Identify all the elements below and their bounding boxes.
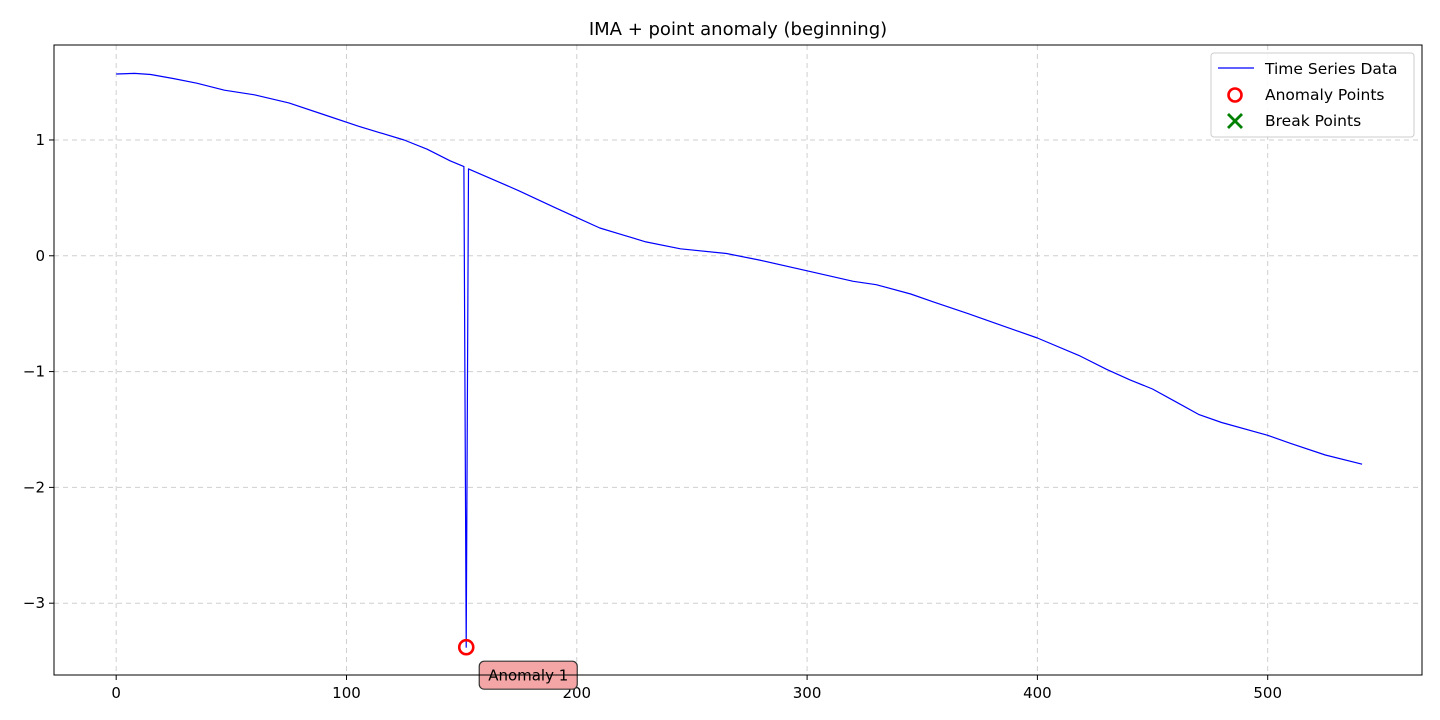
x-tick-label: 0 xyxy=(111,684,121,702)
x-tick-label: 500 xyxy=(1253,684,1282,702)
series-line xyxy=(116,72,1363,648)
x-tick-label: 400 xyxy=(1023,684,1052,702)
legend-box xyxy=(1210,52,1415,138)
legend-circle-swatch xyxy=(1227,87,1243,103)
series-group xyxy=(116,72,1363,648)
x-tick-label: 300 xyxy=(793,684,822,702)
legend-label: Time Series Data xyxy=(1264,60,1397,78)
anomaly-group: Anomaly 1 xyxy=(457,638,578,690)
anomaly-point xyxy=(457,638,475,656)
chart-title: IMA + point anomaly (beginning) xyxy=(589,19,887,40)
legend-label: Anomaly Points xyxy=(1265,86,1384,104)
x-tick-label: 100 xyxy=(332,684,361,702)
y-tick-label: 1 xyxy=(35,131,45,149)
anomaly-label: Anomaly 1 xyxy=(488,667,568,685)
y-axis: 1 0 −1 −2 −3 xyxy=(23,131,54,612)
legend-label: Break Points xyxy=(1265,112,1361,130)
y-tick-label: −2 xyxy=(23,478,45,496)
y-tick-label: −1 xyxy=(23,363,45,381)
grid xyxy=(54,45,1422,675)
legend-x-swatch xyxy=(1227,113,1243,129)
legend: Time Series Data Anomaly Points Break Poin… xyxy=(1210,52,1415,138)
y-tick-label: 0 xyxy=(35,247,45,265)
plot-frame xyxy=(53,44,1423,676)
y-tick-label: −3 xyxy=(23,594,45,612)
x-axis: 0 100 200 300 400 500 xyxy=(111,675,1282,702)
